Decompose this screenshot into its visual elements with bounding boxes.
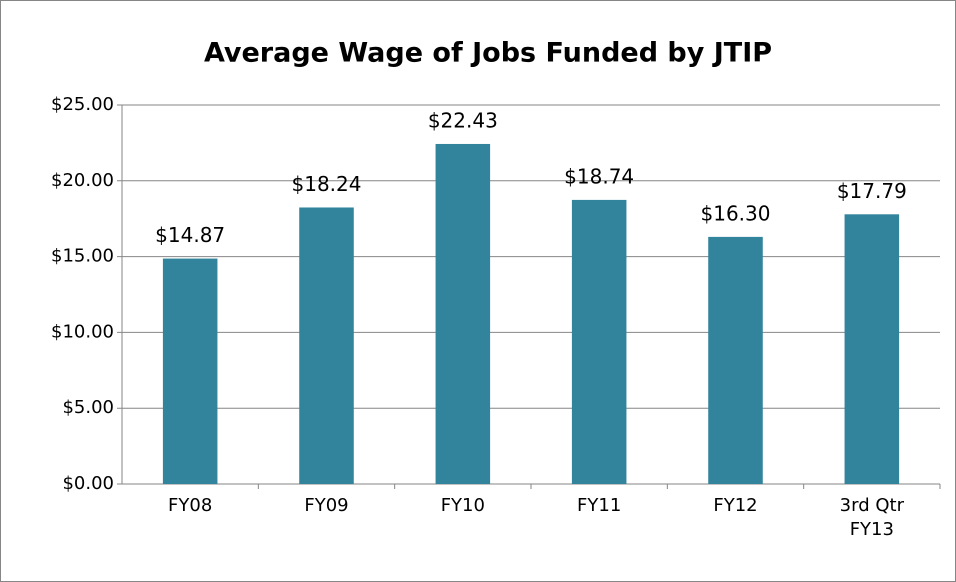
y-tick-label: $25.00: [51, 94, 114, 115]
data-label: $17.79: [837, 179, 907, 203]
x-tick-label-box: 3rd Qtr FY13: [839, 495, 904, 540]
x-tick-label-box: FY12: [713, 495, 758, 516]
bar: [708, 236, 763, 484]
bar: [162, 258, 218, 484]
chart-title: Average Wage of Jobs Funded by JTIP: [204, 38, 772, 69]
bar: [299, 207, 354, 484]
x-tick-label: FY11: [577, 495, 622, 516]
x-tick-label: FY09: [304, 495, 349, 516]
x-tick-label: FY08: [168, 495, 213, 516]
y-tick-label: $15.00: [51, 246, 114, 267]
x-tick-label-box: FY08: [168, 495, 213, 516]
y-tick-label: $10.00: [51, 321, 114, 342]
x-tick-label-box: FY11: [577, 495, 622, 516]
data-label: $22.43: [428, 108, 498, 132]
y-tick-label: $20.00: [51, 170, 114, 191]
x-tick-label: 3rd Qtr FY13: [839, 495, 904, 540]
bar: [844, 214, 900, 485]
data-label: $14.87: [155, 223, 225, 247]
x-tick-label-box: FY09: [304, 495, 349, 516]
x-tick-label: FY12: [713, 495, 758, 516]
y-tick-label: $5.00: [62, 397, 114, 418]
bar: [435, 143, 491, 485]
y-tick-label: $0.00: [62, 473, 114, 494]
x-tick-label: FY10: [440, 495, 485, 516]
data-label: $18.74: [564, 164, 634, 188]
data-label: $18.24: [292, 172, 362, 196]
bar: [571, 199, 627, 484]
data-label: $16.30: [701, 201, 771, 225]
x-tick-label-box: FY10: [440, 495, 485, 516]
